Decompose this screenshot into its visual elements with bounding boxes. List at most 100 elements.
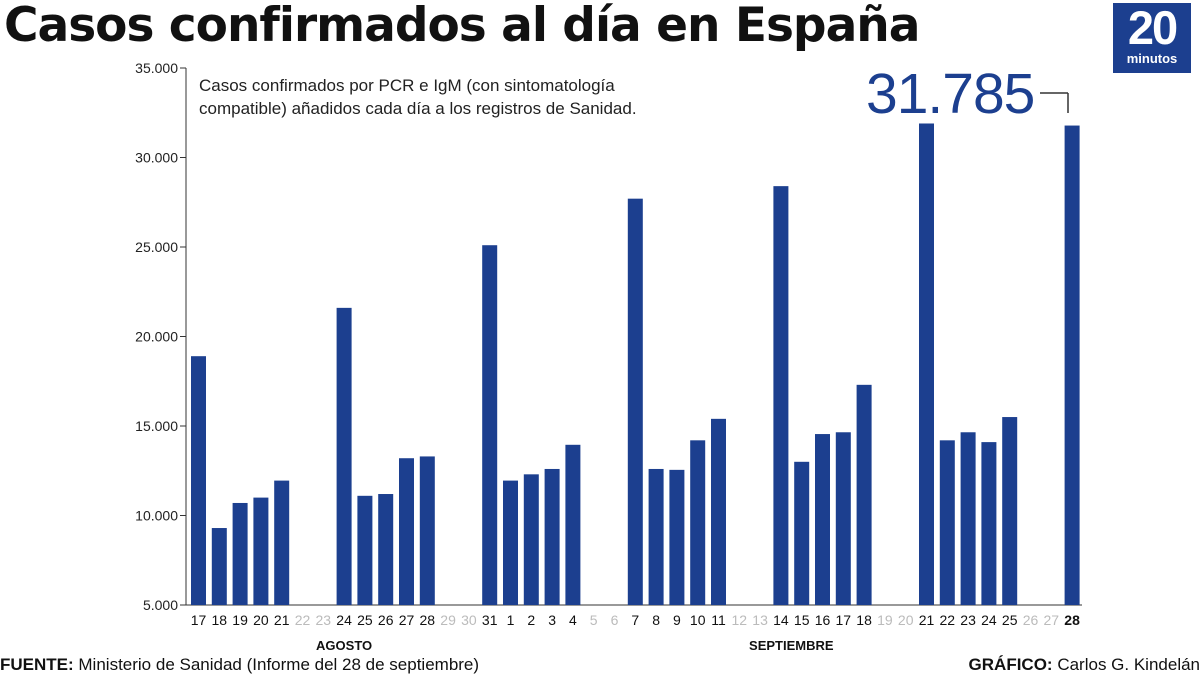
credit-text: Carlos G. Kindelán — [1052, 655, 1200, 674]
y-ticks: 5.000 10.000 15.000 20.000 25.000 30.000 35.00… — [135, 60, 186, 613]
footer-source: FUENTE: Ministerio de Sanidad (Informe d… — [0, 655, 479, 675]
logo-word: minutos — [1126, 51, 1178, 66]
bar — [835, 432, 851, 605]
bars — [191, 123, 1080, 606]
x-tick-label: 3 — [548, 612, 556, 628]
x-tick-label: 31 — [482, 612, 498, 628]
x-tick-label: 4 — [569, 612, 577, 628]
bar — [711, 418, 726, 605]
bar — [253, 497, 269, 605]
x-tick-label: 22 — [295, 612, 311, 628]
bar — [378, 494, 394, 605]
bar — [565, 444, 581, 605]
x-tick-label: 30 — [461, 612, 477, 628]
x-tick-label: 18 — [856, 612, 872, 628]
x-tick-label: 14 — [773, 612, 789, 628]
x-tick-label: 27 — [1044, 612, 1060, 628]
source-label: FUENTE: — [0, 655, 74, 674]
y-tick-label: 5.000 — [143, 597, 178, 613]
bar — [232, 502, 248, 605]
bar — [191, 356, 206, 605]
bar — [690, 440, 706, 605]
x-tick-label: 17 — [836, 612, 852, 628]
logo-number: 20 — [1127, 1, 1178, 54]
brand-logo: 20 minutos — [1113, 3, 1191, 73]
x-tick-labels: 17 18 19 20 21 22 23 24 25 26 27 28 29 30 31 1 2 3 4 5 6 7 8 9 1… — [191, 612, 1080, 628]
bar — [399, 458, 414, 605]
bar — [211, 528, 227, 605]
x-tick-label: 27 — [399, 612, 415, 628]
x-tick-label: 1 — [507, 612, 515, 628]
x-tick-label: 24 — [981, 612, 997, 628]
x-tick-label: 22 — [940, 612, 956, 628]
x-tick-label: 20 — [253, 612, 269, 628]
x-tick-label: 19 — [232, 612, 248, 628]
bar — [773, 186, 789, 605]
bar — [336, 307, 352, 605]
x-tick-label: 28 — [1064, 612, 1080, 628]
month-label: AGOSTO — [316, 638, 372, 653]
bar — [960, 432, 976, 605]
x-tick-label: 17 — [191, 612, 207, 628]
x-tick-label: 8 — [652, 612, 660, 628]
x-tick-label: 5 — [590, 612, 598, 628]
x-tick-label: 18 — [212, 612, 228, 628]
credit-label: GRÁFICO: — [968, 655, 1053, 674]
bar — [544, 468, 560, 605]
month-label: SEPTIEMBRE — [749, 638, 834, 653]
x-tick-label: 26 — [1023, 612, 1039, 628]
x-tick-label: 9 — [673, 612, 681, 628]
y-tick-label: 35.000 — [135, 60, 178, 76]
x-tick-label: 23 — [316, 612, 332, 628]
bar — [981, 442, 997, 605]
x-tick-label: 16 — [815, 612, 831, 628]
month-labels: AGOSTO SEPTIEMBRE — [316, 638, 834, 653]
x-tick-label: 26 — [378, 612, 394, 628]
x-tick-label: 29 — [440, 612, 456, 628]
bar — [357, 495, 373, 605]
y-tick-label: 10.000 — [135, 508, 178, 524]
bar — [503, 480, 518, 605]
y-tick-label: 20.000 — [135, 329, 178, 345]
note-line-2: compatible) añadidos cada día a los regi… — [199, 99, 637, 118]
bar — [482, 245, 498, 605]
bar — [523, 474, 539, 605]
highlight-value: 31.785 — [866, 62, 1035, 126]
x-tick-label: 11 — [711, 612, 726, 628]
x-tick-label: 2 — [527, 612, 535, 628]
y-tick-label: 30.000 — [135, 150, 178, 166]
source-text: Ministerio de Sanidad (Informe del 28 de… — [73, 655, 480, 674]
x-tick-label: 7 — [631, 612, 639, 628]
bar — [794, 461, 810, 605]
x-tick-label: 13 — [752, 612, 768, 628]
bar — [939, 440, 955, 605]
x-tick-label: 12 — [732, 612, 748, 628]
bar — [627, 198, 643, 606]
chart-title: Casos confirmados al día en España — [4, 0, 920, 53]
x-tick-label: 10 — [690, 612, 706, 628]
bar — [919, 123, 934, 606]
x-tick-label: 25 — [1002, 612, 1018, 628]
bar — [274, 480, 290, 605]
x-tick-label: 20 — [898, 612, 914, 628]
note-line-1: Casos confirmados por PCR e IgM (con sin… — [199, 76, 615, 95]
x-tick-label: 25 — [357, 612, 373, 628]
bar — [1064, 125, 1080, 606]
bar — [648, 468, 664, 605]
x-tick-label: 19 — [877, 612, 893, 628]
x-tick-label: 21 — [919, 612, 935, 628]
bar — [815, 434, 830, 605]
x-tick-label: 15 — [794, 612, 810, 628]
x-tick-label: 23 — [960, 612, 976, 628]
y-tick-label: 25.000 — [135, 239, 178, 255]
chart-note: Casos confirmados por PCR e IgM (con sin… — [199, 74, 637, 120]
bar — [1002, 417, 1018, 605]
footer-credit: GRÁFICO: Carlos G. Kindelán — [969, 655, 1200, 675]
x-tick-label: 6 — [611, 612, 619, 628]
x-tick-label: 21 — [274, 612, 290, 628]
bar — [419, 456, 435, 605]
y-tick-label: 15.000 — [135, 418, 178, 434]
bar — [856, 384, 872, 605]
x-tick-label: 24 — [336, 612, 352, 628]
